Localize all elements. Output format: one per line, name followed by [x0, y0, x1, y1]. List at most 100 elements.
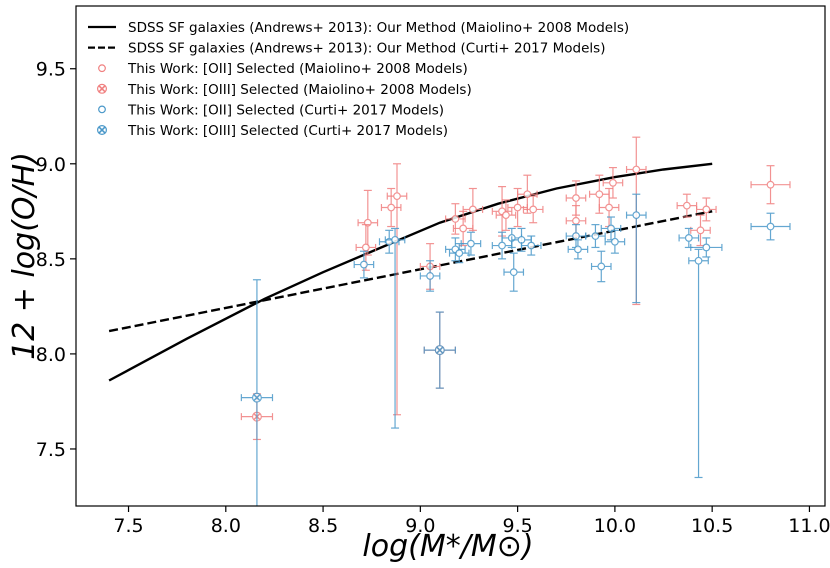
marker-circle — [702, 243, 711, 252]
marker-circle — [455, 249, 464, 258]
legend-label: This Work: [OIII] Selected (Curti+ 2017 … — [127, 123, 448, 139]
legend-label: This Work: [OIII] Selected (Maiolino+ 20… — [127, 82, 472, 98]
data-point — [452, 210, 474, 247]
x-tick-label: 11.0 — [788, 515, 830, 537]
y-tick-label: 8.0 — [36, 344, 66, 366]
data-point — [604, 229, 626, 254]
x-tick-label: 10.5 — [691, 515, 733, 537]
legend-entry: SDSS SF galaxies (Andrews+ 2013): Our Me… — [88, 20, 629, 36]
data-point — [565, 224, 587, 249]
y-axis-title: 12 + log(O/H) — [7, 152, 42, 360]
axes-layer: 7.5 8.0 8.5 9.0 9.5 10.0 10.5 11.0 7.5 8.0 8.5 9.0 9… — [36, 5, 830, 537]
data-point — [750, 212, 791, 241]
data-point — [598, 187, 620, 228]
data-point — [386, 163, 408, 416]
data-point — [491, 231, 513, 260]
data-point — [590, 250, 612, 283]
data-point — [445, 237, 466, 262]
data-point — [423, 311, 456, 389]
marker-circle — [513, 203, 522, 212]
marker-circle — [387, 203, 396, 212]
marker-circle — [451, 215, 460, 223]
marker-circle — [360, 260, 368, 269]
marker-circle — [609, 178, 617, 187]
marker-circle — [595, 190, 604, 199]
marker-circle — [694, 256, 703, 265]
marker-circle — [391, 235, 399, 244]
data-point — [419, 260, 441, 292]
data-point — [600, 216, 622, 241]
data-point — [495, 199, 517, 231]
line-dashed — [108, 210, 713, 333]
legend: SDSS SF galaxies (Andrews+ 2013): Our Me… — [88, 20, 629, 139]
marker-circle — [572, 216, 580, 225]
data-point — [460, 231, 482, 256]
marker-circle — [766, 180, 775, 189]
data-point — [676, 193, 698, 218]
data-point — [445, 203, 466, 235]
marker-cross — [98, 85, 106, 93]
marker-circle — [702, 205, 711, 214]
x-tick-label: 9.5 — [503, 515, 533, 537]
series-1 — [240, 311, 456, 441]
data-point — [503, 252, 525, 292]
y-tick-label: 7.5 — [36, 439, 66, 461]
marker-circle — [572, 194, 580, 202]
data-point — [380, 187, 402, 228]
data-point — [448, 243, 470, 264]
data-layer — [108, 136, 791, 506]
marker-cross — [253, 394, 261, 402]
marker-circle — [632, 211, 641, 220]
legend-entry: This Work: [OIII] Selected (Maiolino+ 20… — [96, 82, 472, 98]
marker-circle — [605, 203, 613, 212]
legend-entry: This Work: [OII] Selected (Curti+ 2017 M… — [98, 102, 444, 118]
plot-frame — [75, 5, 826, 507]
data-point — [678, 227, 700, 249]
data-point — [384, 227, 406, 429]
x-tick-label: 8.0 — [211, 515, 241, 537]
marker-circle — [468, 205, 477, 214]
data-point — [688, 248, 709, 479]
x-tick-label: 7.5 — [113, 515, 143, 537]
marker-circle — [682, 201, 691, 210]
data-point — [602, 166, 624, 199]
x-tick-label: 10.0 — [594, 515, 636, 537]
line-solid — [108, 162, 713, 382]
y-tick-label: 9.5 — [36, 59, 66, 81]
legend-entry: This Work: [OIII] Selected (Curti+ 2017 … — [96, 123, 448, 139]
marker-circle — [610, 237, 619, 246]
marker-circle — [426, 272, 434, 280]
x-tick-label: 9.0 — [405, 515, 435, 537]
marker-circle — [572, 232, 580, 240]
marker-circle — [459, 224, 468, 233]
marker-circle — [523, 190, 532, 199]
data-point — [625, 193, 647, 304]
data-point — [690, 214, 711, 247]
marker-circle — [632, 165, 641, 174]
marker-circle — [684, 234, 693, 242]
data-point — [240, 279, 274, 506]
legend-label: SDSS SF galaxies (Andrews+ 2013): Our Me… — [128, 20, 629, 36]
marker-circle — [502, 211, 510, 220]
data-point — [585, 224, 606, 249]
marker-circle — [591, 232, 600, 240]
data-point — [690, 237, 723, 258]
data-point — [567, 239, 589, 260]
legend-circle-swatch — [98, 64, 106, 73]
legend-label: This Work: [OII] Selected (Curti+ 2017 M… — [127, 102, 444, 118]
marker-circle — [529, 205, 538, 214]
legend-label: SDSS SF galaxies (Andrews+ 2013): Our Me… — [128, 41, 605, 57]
y-tick-label: 9.0 — [36, 154, 66, 176]
marker-circle — [597, 262, 606, 271]
marker-circle — [509, 268, 518, 277]
marker-circle — [574, 245, 582, 254]
y-tick-label: 8.5 — [36, 249, 66, 271]
marker-circle — [498, 241, 506, 250]
data-point — [462, 187, 484, 231]
x-tick-label: 8.5 — [308, 515, 338, 537]
marker-cross — [436, 346, 444, 354]
legend-entry: This Work: [OII] Selected (Maiolino+ 200… — [98, 61, 468, 77]
legend-circle-swatch — [98, 105, 106, 114]
data-point — [353, 250, 375, 279]
